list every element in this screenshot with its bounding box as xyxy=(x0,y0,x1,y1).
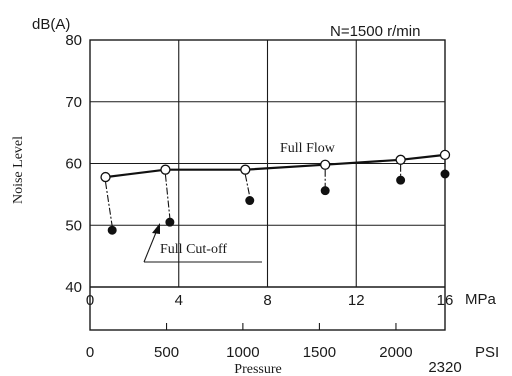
drop-line xyxy=(244,174,251,197)
x-unit-psi: PSI xyxy=(475,344,499,361)
x-tick-label-mpa: 0 xyxy=(86,292,94,309)
x-tick-label-mpa: 16 xyxy=(437,292,454,309)
cut-off-arrowhead xyxy=(152,223,160,234)
x-tick-label-psi: 2000 xyxy=(379,344,412,361)
full-flow-point xyxy=(240,164,251,175)
y-tick-label: 40 xyxy=(65,279,82,296)
y-tick-label: 80 xyxy=(65,32,82,49)
y-tick-label: 50 xyxy=(65,217,82,234)
x-axis-label: Pressure xyxy=(234,362,281,376)
x-tick-label-psi: 1000 xyxy=(226,344,259,361)
annotation-full-flow: Full Flow xyxy=(280,141,336,156)
full-cut-off-point xyxy=(245,196,255,206)
x-tick-label-psi: 500 xyxy=(154,344,179,361)
x-tick-label-mpa: 8 xyxy=(263,292,271,309)
series xyxy=(100,149,451,235)
x-tick-label-psi: 2320 xyxy=(428,359,461,376)
chart-title: N=1500 r/min xyxy=(330,23,420,40)
annotation-full-cut-off: Full Cut-off xyxy=(160,242,227,257)
x-tick-label-psi: 0 xyxy=(86,344,94,361)
y-unit-label: dB(A) xyxy=(32,16,70,33)
full-flow-point xyxy=(439,149,451,161)
x-tick-label-mpa: 12 xyxy=(348,292,365,309)
y-tick-label: 60 xyxy=(65,156,82,173)
full-flow-point xyxy=(395,154,406,165)
x-tick-label-mpa: 4 xyxy=(175,292,183,309)
drop-line xyxy=(104,182,113,227)
grid xyxy=(89,39,446,331)
full-flow-point xyxy=(160,164,171,175)
full-cut-off-point xyxy=(107,225,117,235)
cut-off-leader xyxy=(143,229,158,263)
full-cut-off-point xyxy=(165,217,175,227)
full-flow-point xyxy=(100,171,111,183)
x-tick-label-psi: 1500 xyxy=(303,344,336,361)
full-cut-off-point xyxy=(440,169,450,179)
full-flow-point xyxy=(320,159,331,170)
drop-line xyxy=(164,174,171,219)
y-tick-label: 70 xyxy=(65,94,82,111)
y-axis-label: Noise Level xyxy=(11,136,26,204)
full-cut-off-point xyxy=(396,175,406,185)
labels: dB(A) N=1500 r/min Noise Level Pressure … xyxy=(11,16,499,376)
x-unit-mpa: MPa xyxy=(465,291,497,308)
full-cut-off-point xyxy=(320,186,330,196)
full-flow-line xyxy=(105,153,446,179)
